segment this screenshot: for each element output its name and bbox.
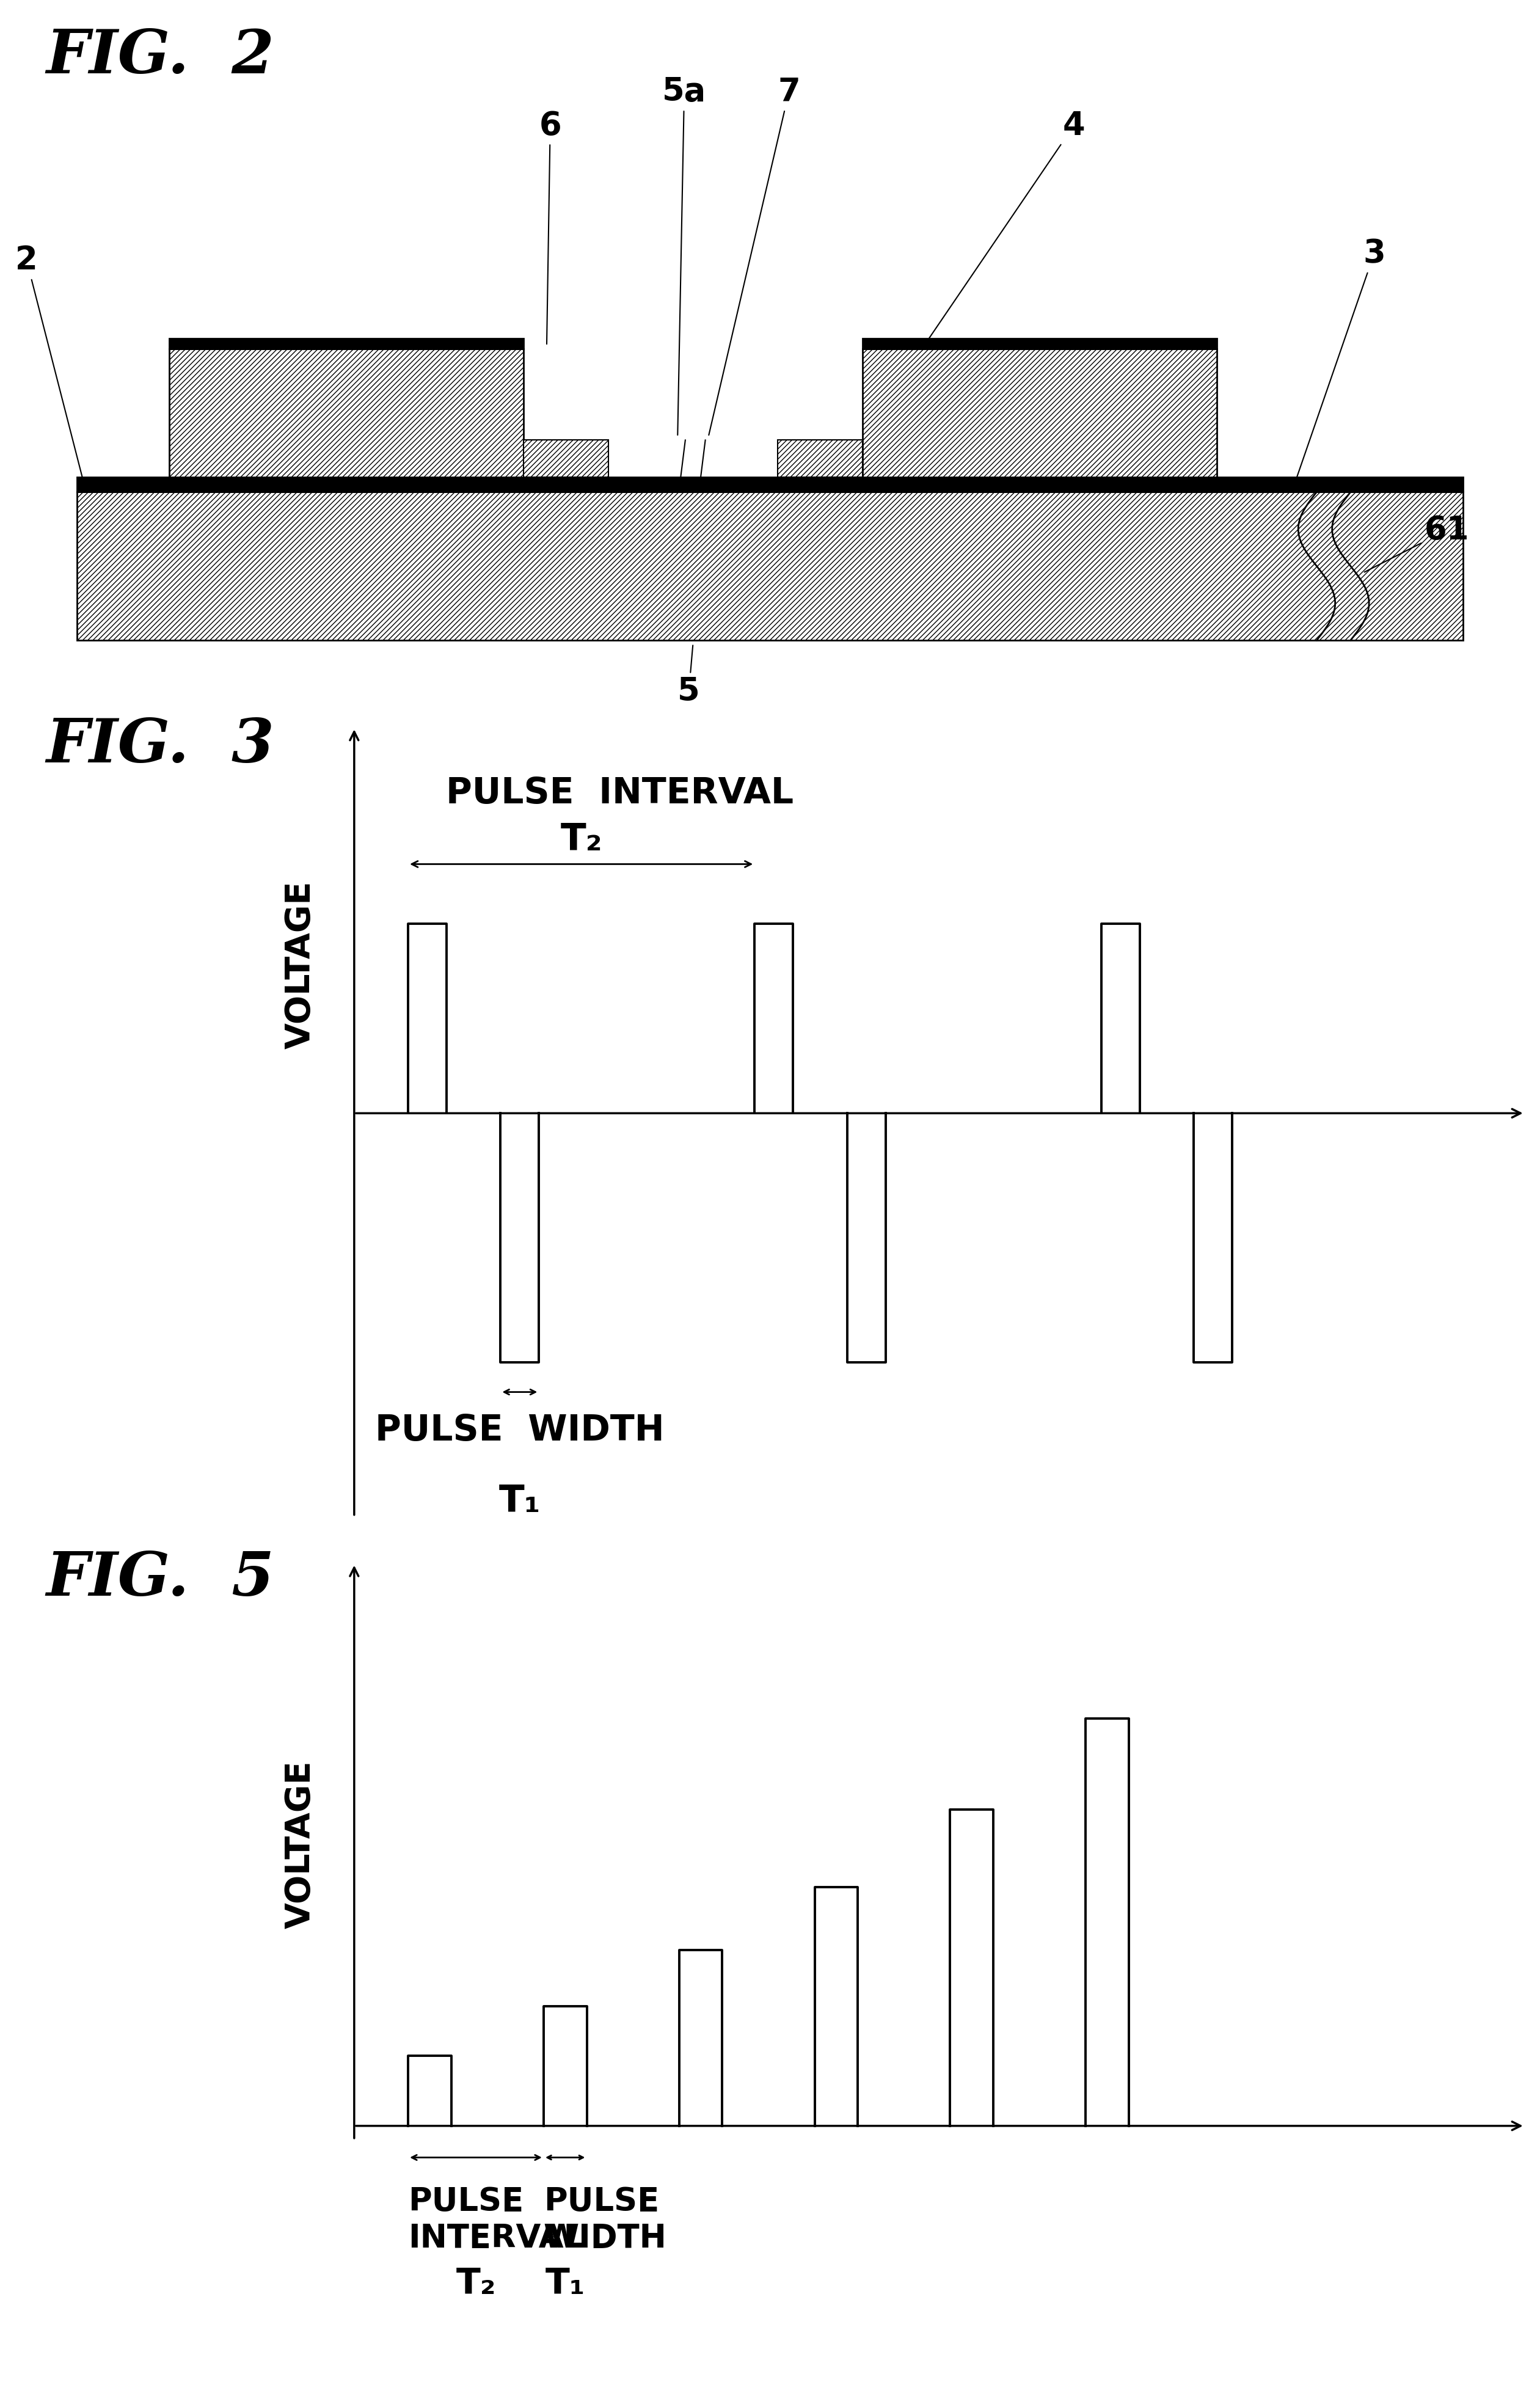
Text: PULSE
INTERVAL: PULSE INTERVAL [408,2186,584,2253]
Text: 4: 4 [926,111,1086,344]
Bar [77,491,1463,640]
Text: 5a: 5a [662,77,707,436]
Bar [169,339,524,349]
Text: FIG.  3: FIG. 3 [46,715,274,775]
Text: 6: 6 [539,111,562,344]
Text: 2: 2 [15,246,85,484]
Bar [77,477,1463,491]
Text: T₁: T₁ [545,2267,585,2301]
Text: 3: 3 [1294,238,1386,484]
Bar [524,440,608,477]
Text: T₂: T₂ [561,823,602,859]
Text: PULSE
WIDTH: PULSE WIDTH [544,2186,667,2253]
Bar [862,349,1217,477]
Text: 61: 61 [1364,515,1469,573]
Text: VOLTAGE: VOLTAGE [283,1760,317,1928]
Text: 5: 5 [678,645,701,708]
Bar [778,440,862,477]
Bar [169,349,524,477]
Text: FIG.  5: FIG. 5 [46,1550,274,1608]
Text: PULSE  WIDTH: PULSE WIDTH [376,1413,664,1447]
Text: T₂: T₂ [456,2267,496,2301]
Text: 7: 7 [708,77,801,436]
Bar [862,339,1217,349]
Text: T₁: T₁ [499,1485,541,1519]
Text: VOLTAGE: VOLTAGE [283,881,317,1049]
Text: PULSE  INTERVAL: PULSE INTERVAL [447,775,793,811]
Text: FIG.  2: FIG. 2 [46,26,274,87]
